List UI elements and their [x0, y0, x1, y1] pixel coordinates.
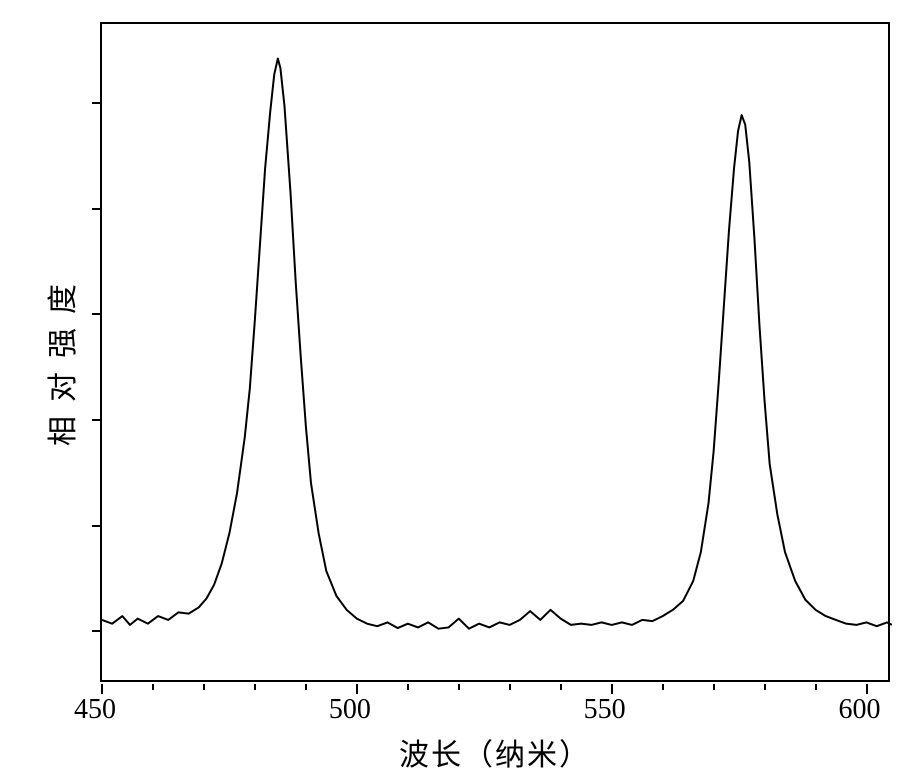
plot-area — [100, 22, 890, 682]
y-axis-label: 相对强度 — [38, 258, 82, 458]
x-tick-label: 500 — [329, 694, 371, 726]
spectrum-line — [102, 24, 892, 684]
spectrum-chart: 相对强度 波长（纳米） 450 500 550 600 — [0, 0, 914, 783]
x-tick-label: 600 — [839, 694, 881, 726]
x-tick-label: 550 — [584, 694, 626, 726]
x-tick-label: 450 — [74, 694, 116, 726]
x-axis-label: 波长（纳米） — [385, 730, 605, 774]
